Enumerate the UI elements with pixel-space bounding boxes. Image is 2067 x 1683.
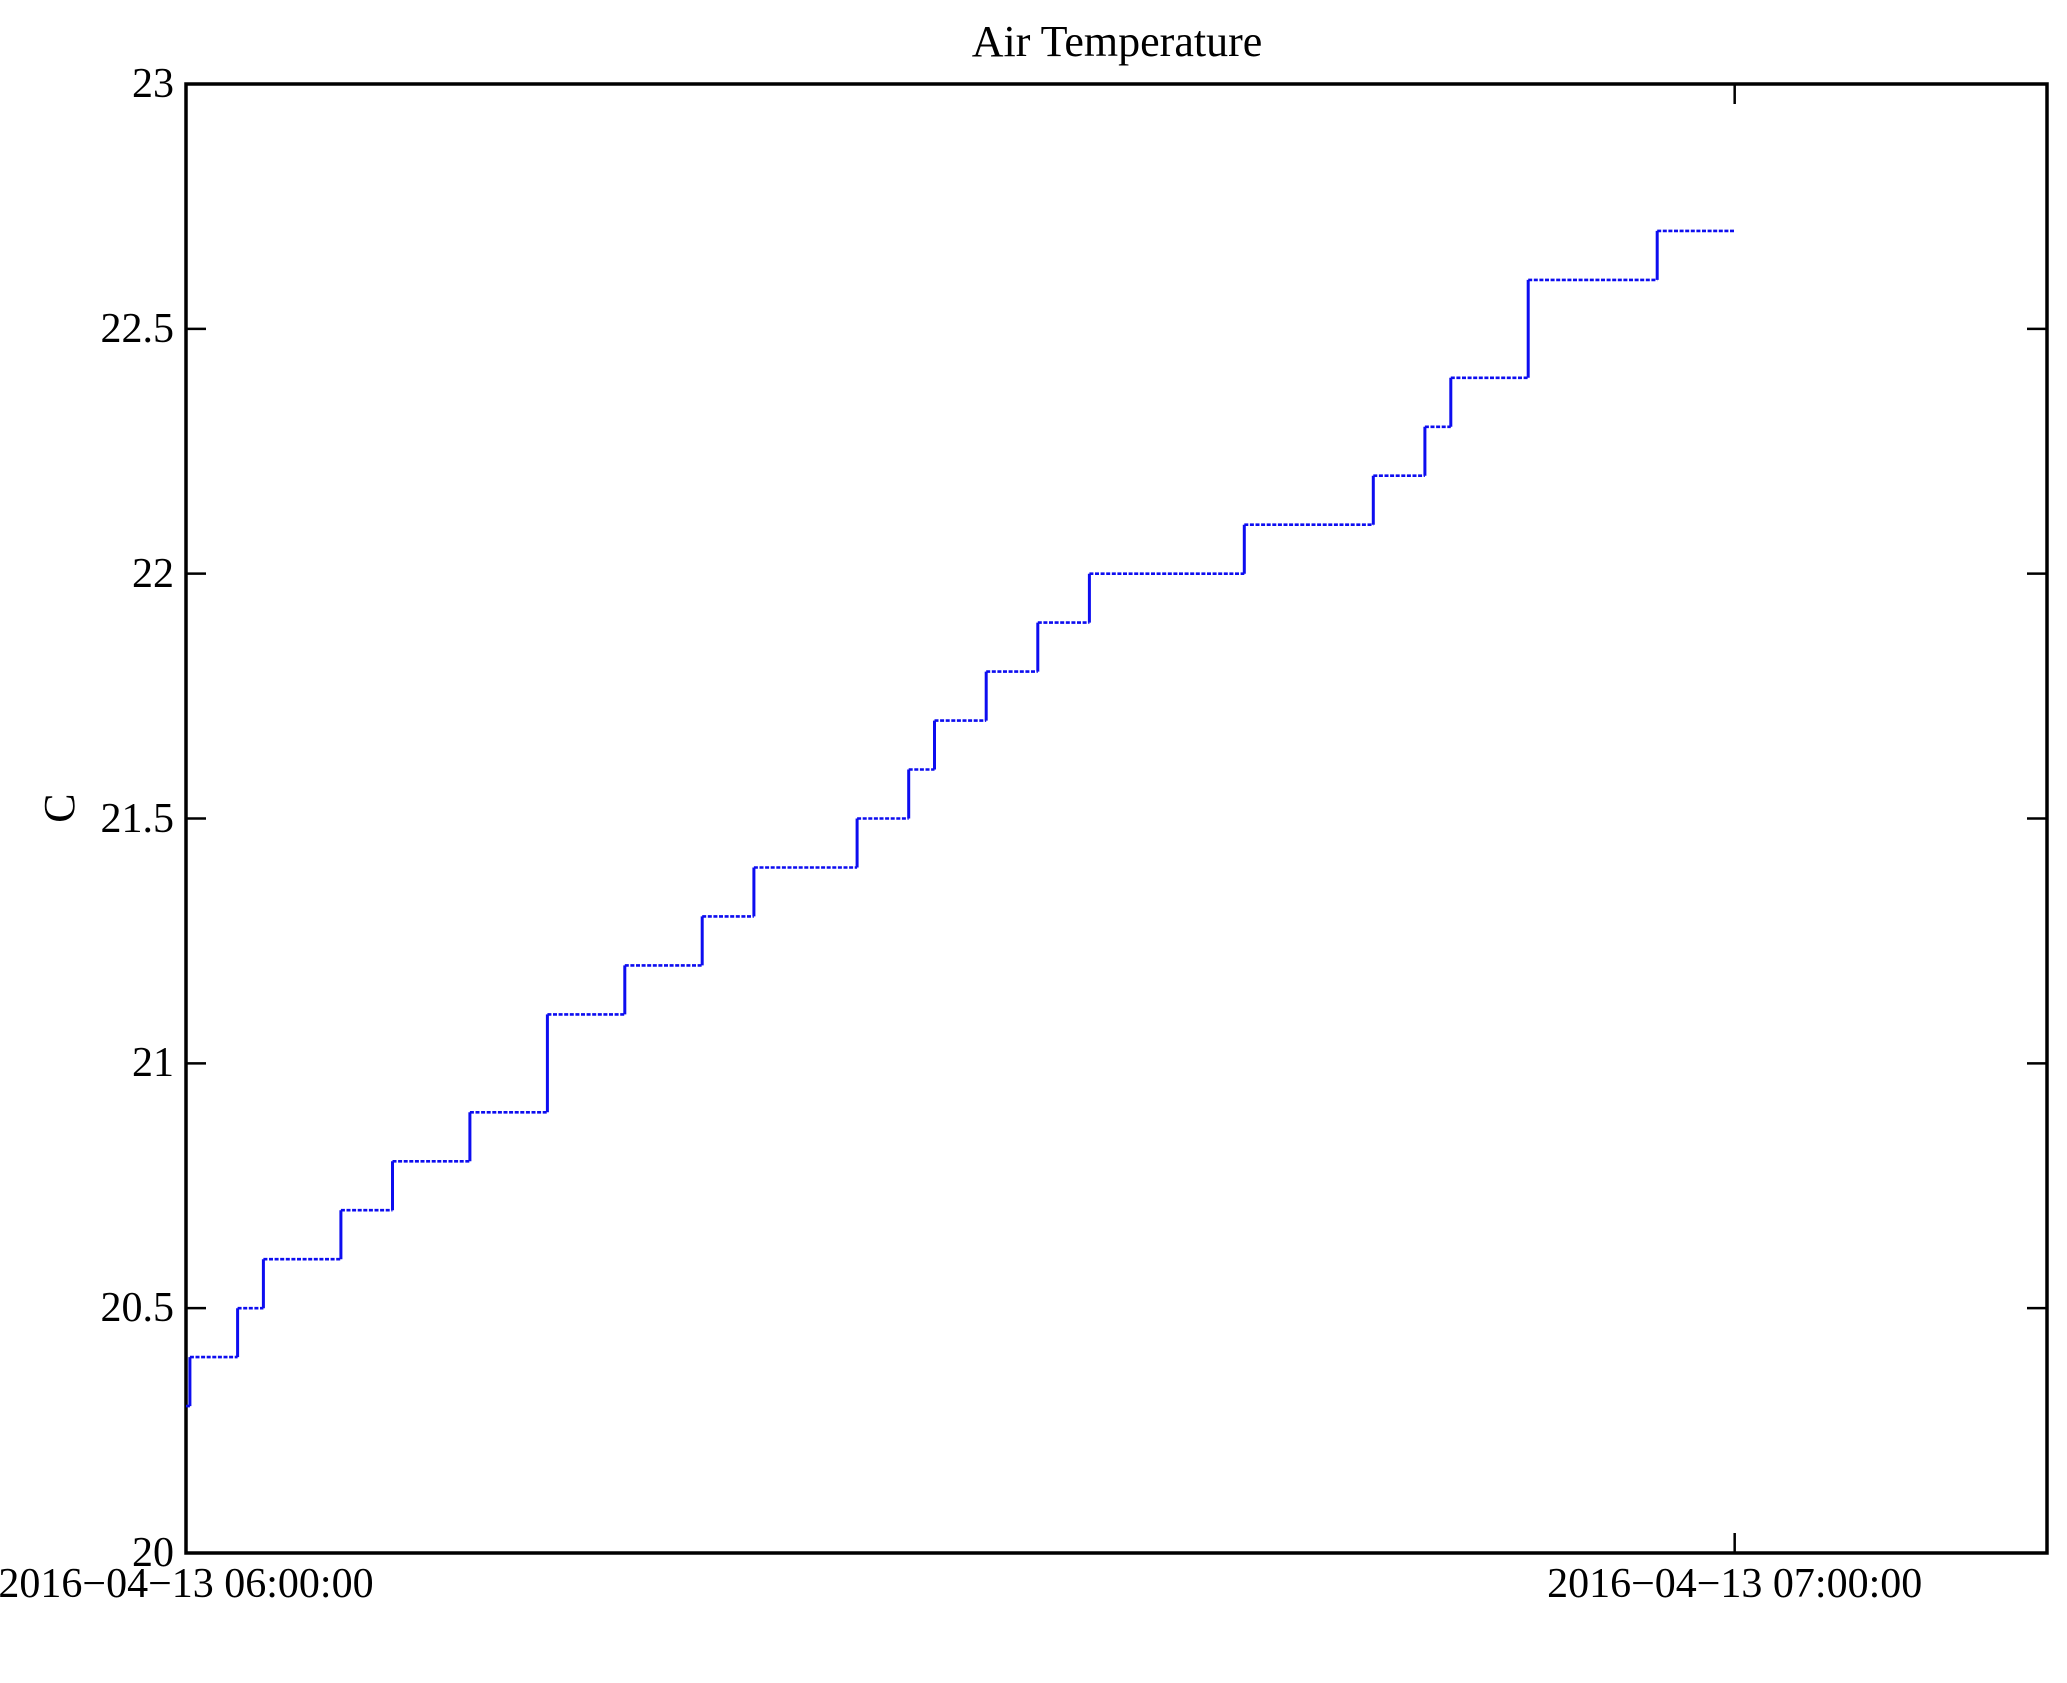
plot-border — [184, 82, 2049, 1555]
temperature-line-vertical-steps — [188, 230, 1659, 1407]
y-tick-label: 21.5 — [100, 795, 175, 842]
y-tick-label: 20 — [132, 1530, 174, 1576]
x-tick-label: 2016−04−13 07:00:00 — [1547, 1561, 1923, 1607]
y-tick-label: 21 — [132, 1040, 174, 1087]
x-tick-label: 2016−04−13 06:00:00 — [0, 1561, 374, 1607]
y-tick-label: 20.5 — [100, 1285, 175, 1332]
temperature-line-horizontal-steps — [186, 229, 1735, 1408]
chart-title: Air Temperature — [971, 17, 1263, 66]
y-tick-label: 23 — [132, 61, 174, 107]
y-tick-label: 22.5 — [100, 305, 175, 352]
y-tick-label: 22 — [132, 550, 174, 597]
